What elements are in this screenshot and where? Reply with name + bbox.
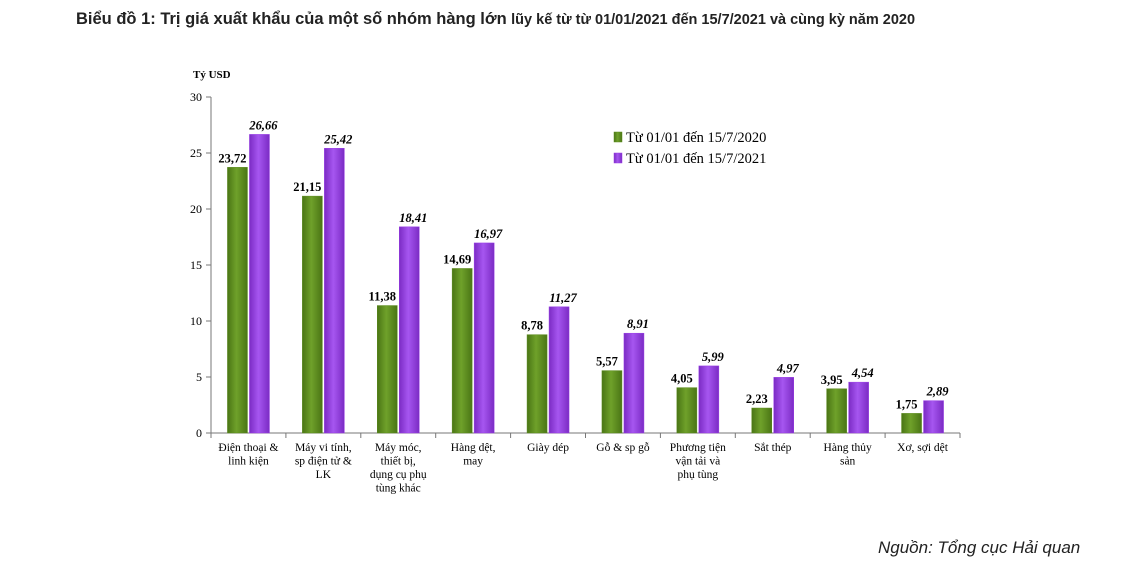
bar: [676, 387, 698, 434]
x-tick-label: Phương tiện vận tải và phụ tùng: [670, 442, 726, 481]
legend-swatch: [613, 131, 623, 143]
y-tick-label: 30: [190, 90, 202, 104]
bar: [848, 381, 869, 434]
y-axis-label: Tỷ USD: [193, 69, 231, 81]
bar: [324, 148, 345, 434]
data-label: 2,23: [746, 392, 768, 406]
data-labels: 23,72 21,15 11,38 14,69 8,78 5,57 4,05 2,23 3,95…: [218, 118, 949, 411]
data-label: 11,27: [549, 291, 577, 305]
x-tick-label: Sắt thép: [754, 441, 792, 454]
chart-title-sub: lũy kế từ từ 01/01/2021 đến 15/7/2021 và…: [511, 12, 916, 28]
bar: [302, 195, 323, 434]
data-label: 5,99: [702, 350, 725, 364]
bar: [451, 268, 473, 434]
y-tick-label: 10: [190, 314, 202, 328]
data-label: 3,95: [821, 373, 843, 387]
x-tick-label: Giày dép: [527, 442, 569, 454]
data-label: 26,66: [248, 118, 278, 132]
x-tick-label: Hàng dệt, may: [451, 442, 496, 468]
chart-title: Biểu đồ 1: Trị giá xuất khẩu của một số …: [76, 10, 915, 29]
y-tick-label: 25: [190, 146, 202, 160]
bar: [473, 242, 495, 434]
bar: [698, 365, 720, 434]
data-label: 14,69: [443, 252, 471, 266]
data-label: 11,38: [369, 290, 396, 304]
bar: [601, 370, 623, 434]
data-label: 1,75: [896, 397, 918, 411]
data-label: 16,97: [474, 227, 503, 241]
legend-label: Từ 01/01 đến 15/7/2021: [626, 151, 766, 167]
y-tick-label: 20: [190, 202, 202, 216]
legend-swatch: [613, 152, 623, 164]
bar: [249, 134, 270, 434]
legend-label: Từ 01/01 đến 15/7/2020: [626, 130, 766, 146]
bar: [399, 226, 420, 434]
chart-title-main: Biểu đồ 1: Trị giá xuất khẩu của một số …: [76, 10, 507, 28]
data-label: 5,57: [596, 355, 618, 369]
data-label: 2,89: [926, 385, 950, 399]
x-tick-label: Máy móc, thiết bị, dụng cụ phụ tùng khác: [370, 442, 427, 495]
data-label: 25,42: [323, 132, 352, 146]
y-tick-label: 0: [196, 426, 202, 440]
source-note: Nguồn: Tổng cục Hải quan: [878, 538, 1081, 557]
x-tick-labels: Điện thoại & linh kiện Máy vi tính, sp điện…: [218, 441, 948, 495]
data-label: 4,97: [776, 361, 800, 375]
bar: [923, 400, 944, 434]
data-label: 4,54: [851, 366, 874, 380]
bar: [901, 413, 922, 434]
bar: [773, 377, 794, 434]
data-label: 18,41: [399, 211, 427, 225]
y-tick-label: 5: [196, 370, 202, 384]
data-label: 4,05: [671, 372, 693, 386]
bar: [227, 167, 248, 434]
bar: [623, 332, 645, 434]
legend: Từ 01/01 đến 15/7/2020 Từ 01/01 đến 15/7/…: [613, 130, 766, 167]
x-tick-label: Máy vi tính, sp điện tử & LK: [295, 442, 352, 481]
data-label: 8,78: [521, 319, 543, 333]
bar: [377, 305, 398, 434]
bar-chart: Tỷ USD 0 5 10 15 20 25 30 23,72 21,15 11,38 14,69…: [190, 69, 961, 495]
x-tick-label: Hàng thủy sản: [824, 442, 872, 468]
data-label: 23,72: [218, 151, 246, 165]
bar: [526, 334, 548, 434]
x-tick-label: Xơ, sợi dệt: [897, 442, 949, 454]
y-tick-label: 15: [190, 258, 202, 272]
x-tick-label: Gỗ & sp gỗ: [596, 441, 650, 454]
data-label: 21,15: [293, 180, 321, 194]
bars: [227, 134, 944, 434]
data-label: 8,91: [627, 317, 649, 331]
bar: [826, 388, 847, 434]
bar: [751, 407, 772, 434]
bar: [548, 306, 570, 434]
x-tick-label: Điện thoại & linh kiện: [218, 442, 278, 468]
